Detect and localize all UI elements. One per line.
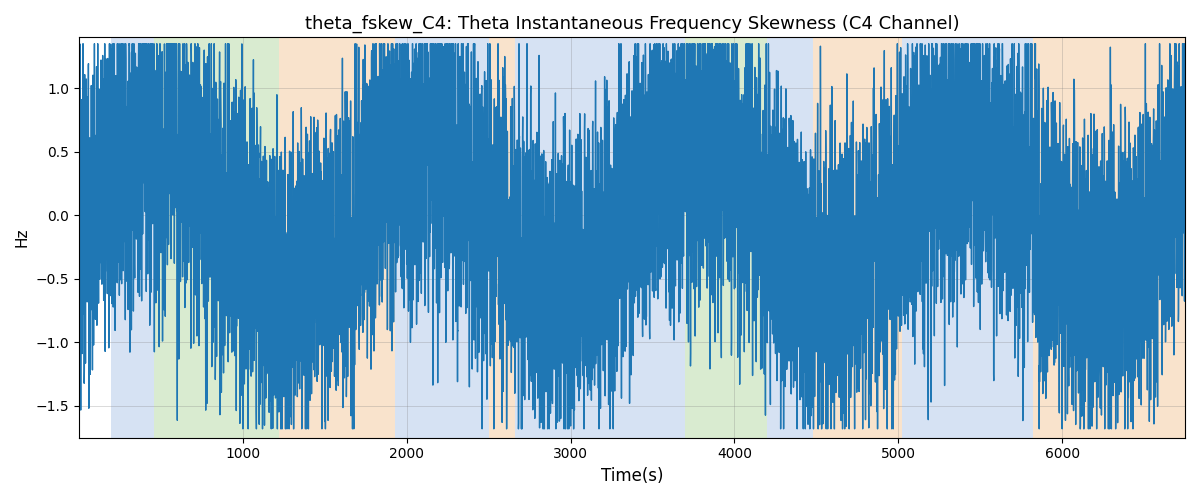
- Bar: [278, 38, 395, 438]
- Bar: [814, 38, 901, 438]
- Y-axis label: Hz: Hz: [14, 228, 30, 248]
- Bar: [901, 38, 1033, 438]
- Bar: [488, 38, 515, 438]
- Bar: [1033, 38, 1184, 438]
- Bar: [685, 38, 767, 438]
- Bar: [155, 38, 278, 438]
- X-axis label: Time(s): Time(s): [601, 467, 664, 485]
- Bar: [110, 38, 155, 438]
- Title: theta_fskew_C4: Theta Instantaneous Frequency Skewness (C4 Channel): theta_fskew_C4: Theta Instantaneous Freq…: [305, 15, 959, 34]
- Bar: [515, 38, 685, 438]
- Bar: [767, 38, 814, 438]
- Bar: [395, 38, 488, 438]
